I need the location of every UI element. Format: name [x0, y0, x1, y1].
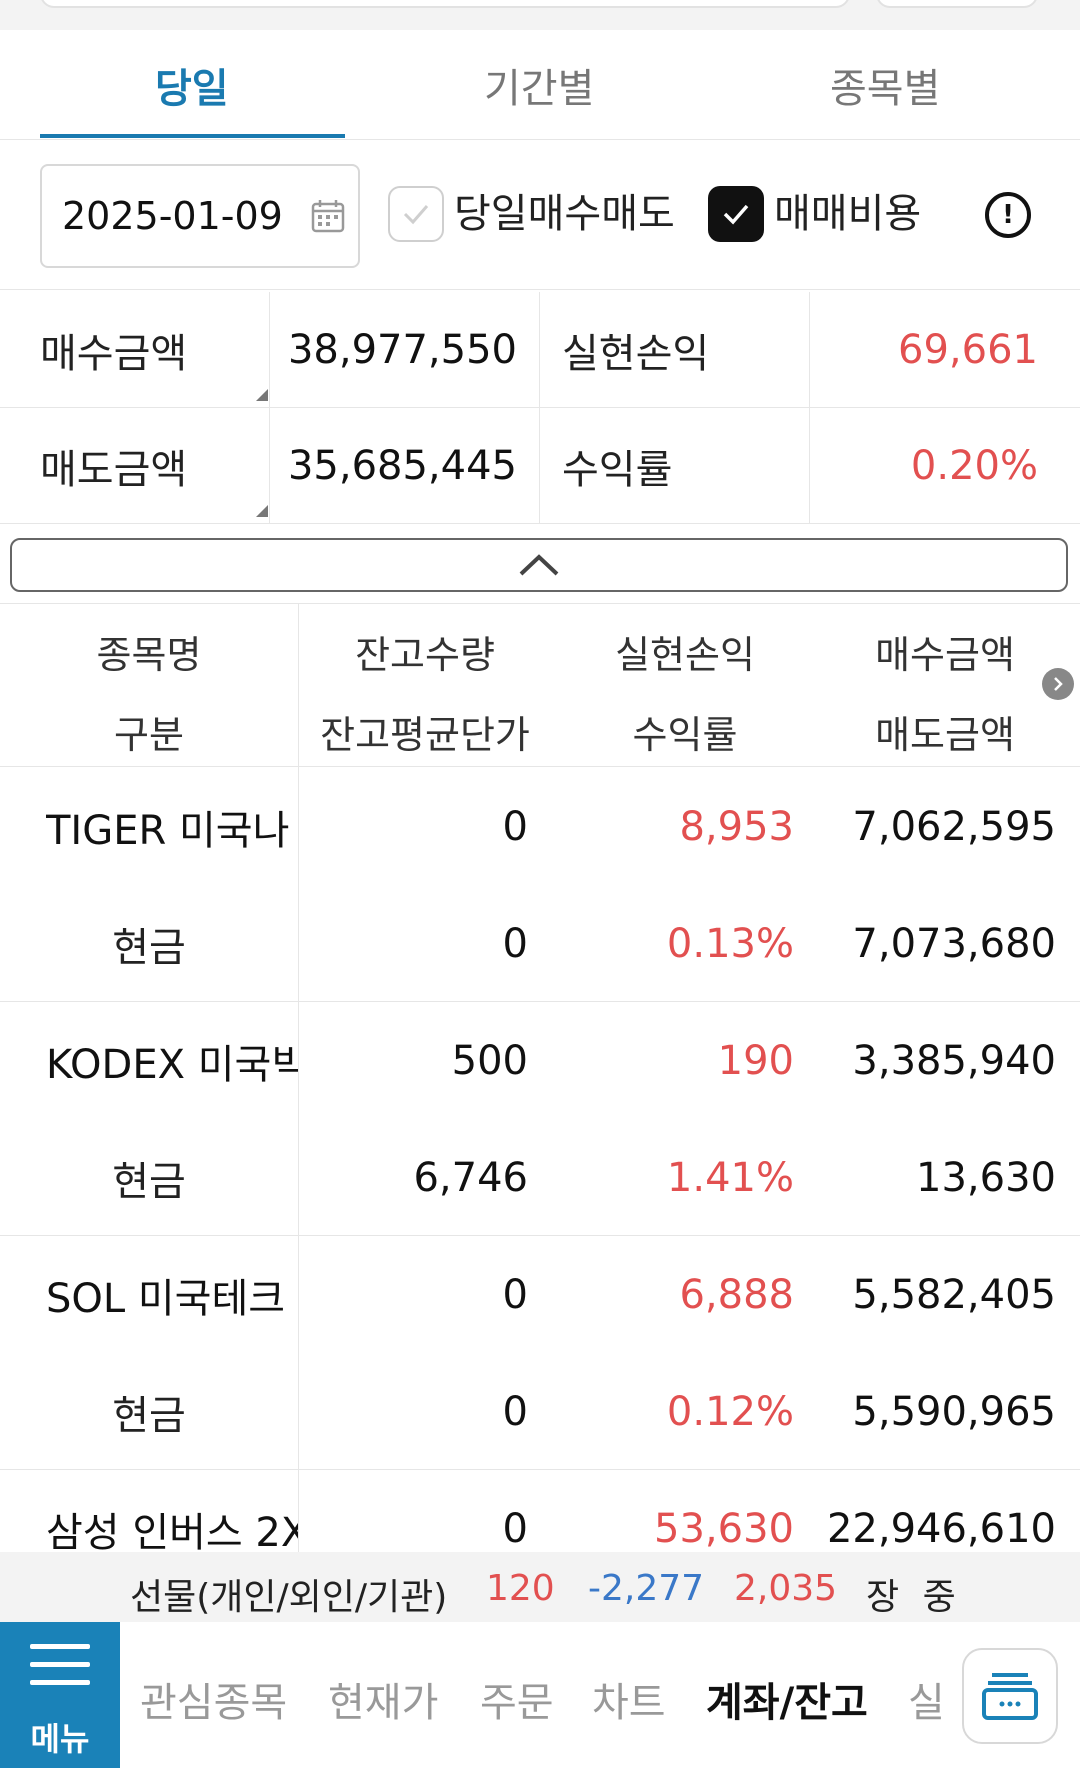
account-type: 현금	[112, 1392, 186, 1439]
buy-amount: 22,946,610	[826, 1505, 1056, 1552]
header-sell-amount[interactable]: 매도금액	[875, 713, 1015, 757]
return-rate: 0.13%	[666, 920, 794, 967]
futures-ticker[interactable]: 선물(개인/외인/기관) 120 -2,277 2,035 장 중	[0, 1552, 1080, 1622]
column-divider	[298, 604, 299, 768]
search-field-partial[interactable]	[40, 0, 850, 8]
menu-button[interactable]: 메뉴	[0, 1622, 120, 1768]
account-type: 현금	[112, 1158, 186, 1205]
table-row[interactable]: SOL 미국테크 0 6,888 5,582,405 현금 0 0.12% 5,…	[0, 1236, 1080, 1470]
sell-amount: 13,630	[916, 1154, 1056, 1201]
buy-amount: 7,062,595	[852, 803, 1056, 850]
balance-qty: 0	[502, 1505, 528, 1552]
header-type[interactable]: 구분	[114, 713, 184, 757]
stock-name: 삼성 인버스 2X	[46, 1509, 298, 1553]
account-type: 현금	[112, 924, 186, 971]
nav-chart[interactable]: 차트	[592, 1680, 666, 1726]
futures-individual: 120	[486, 1568, 555, 1609]
market-status: 장 중	[866, 1577, 962, 1618]
calendar-icon	[311, 200, 345, 233]
nav-account-balance[interactable]: 계좌/잔고	[706, 1680, 868, 1726]
date-value: 2025-01-09	[62, 194, 283, 238]
balance-qty: 500	[451, 1037, 528, 1084]
hamburger-icon	[30, 1644, 90, 1649]
avg-price: 0	[502, 1388, 528, 1435]
check-icon	[723, 204, 749, 225]
realized-pl: 190	[717, 1037, 794, 1084]
search-button-partial[interactable]	[876, 0, 1038, 8]
today-trades-checkbox[interactable]	[388, 186, 444, 242]
today-trades-label[interactable]: 당일매수매도	[454, 191, 675, 237]
hamburger-icon-bar	[30, 1680, 90, 1685]
date-picker[interactable]: 2025-01-09	[40, 164, 360, 268]
table-row[interactable]: TIGER 미국나 0 8,953 7,062,595 현금 0 0.13% 7…	[0, 768, 1080, 1002]
sell-amount-label: 매도금액	[0, 408, 270, 524]
corner-triangle-icon	[256, 389, 268, 401]
nav-current-price[interactable]: 현재가	[328, 1680, 439, 1726]
stock-name: TIGER 미국나	[46, 807, 290, 854]
tab-by-stock[interactable]: 종목별	[830, 66, 941, 112]
header-buy-amount[interactable]: 매수금액	[875, 633, 1015, 677]
stock-name: SOL 미국테크	[46, 1275, 286, 1322]
summary-row: 매도금액 35,685,445 수익률 0.20%	[0, 408, 1080, 524]
header-return-rate[interactable]: 수익률	[632, 713, 738, 757]
balance-qty: 0	[502, 1271, 528, 1318]
collapse-toggle-button[interactable]	[10, 538, 1068, 592]
header-realized-pl[interactable]: 실현손익	[615, 633, 755, 677]
tab-bar: 당일 기간별 종목별	[0, 30, 1080, 140]
sell-amount: 7,073,680	[852, 920, 1056, 967]
table-row[interactable]: 삼성 인버스 2X 0 53,630 22,946,610	[0, 1470, 1080, 1553]
header-stock-name[interactable]: 종목명	[96, 633, 202, 677]
sell-amount: 5,590,965	[852, 1388, 1056, 1435]
chevron-right-icon[interactable]	[1042, 668, 1074, 700]
realized-pl: 6,888	[679, 1271, 794, 1318]
nav-order[interactable]: 주문	[480, 1680, 554, 1726]
realized-pl: 8,953	[679, 803, 794, 850]
buy-amount: 3,385,940	[852, 1037, 1056, 1084]
summary-table: 매수금액 38,977,550 실현손익 69,661 매도금액 35,685,…	[0, 292, 1080, 524]
table-header: 종목명 구분 잔고수량 잔고평균단가 실현손익 수익률 매수금액 매도금액	[0, 603, 1080, 768]
column-divider	[298, 768, 299, 1552]
return-rate: 0.12%	[666, 1388, 794, 1435]
fees-checkbox[interactable]	[708, 186, 764, 242]
futures-label: 선물(개인/외인/기관)	[130, 1577, 448, 1618]
summary-row: 매수금액 38,977,550 실현손익 69,661	[0, 292, 1080, 408]
hamburger-icon-bar	[30, 1662, 90, 1667]
nav-next-partial[interactable]: 실	[908, 1680, 942, 1726]
bottom-nav: 메뉴 관심종목 현재가 주문 차트 계좌/잔고 실	[0, 1622, 1080, 1768]
wallet-icon	[982, 1673, 1038, 1720]
tab-today[interactable]: 당일	[0, 30, 386, 140]
balance-qty: 0	[502, 803, 528, 850]
sell-amount-value: 35,685,445	[270, 408, 540, 524]
corner-triangle-icon	[256, 505, 268, 517]
menu-label: 메뉴	[30, 1720, 90, 1758]
futures-institution: 2,035	[734, 1568, 838, 1609]
realized-pl-label: 실현손익	[540, 292, 810, 408]
header-balance-qty[interactable]: 잔고수량	[355, 633, 495, 677]
return-rate-label: 수익률	[540, 408, 810, 524]
header-avg-price[interactable]: 잔고평균단가	[320, 713, 530, 757]
buy-amount: 5,582,405	[852, 1271, 1056, 1318]
futures-foreign: -2,277	[588, 1568, 705, 1609]
tab-period[interactable]: 기간별	[484, 66, 595, 112]
table-body: TIGER 미국나 0 8,953 7,062,595 현금 0 0.13% 7…	[0, 768, 1080, 1552]
avg-price: 0	[502, 920, 528, 967]
fees-label[interactable]: 매매비용	[774, 191, 922, 237]
return-rate-value: 0.20%	[910, 443, 1038, 489]
realized-pl: 53,630	[654, 1505, 794, 1552]
table-row[interactable]: KODEX 미국빅 500 190 3,385,940 현금 6,746 1.4…	[0, 1002, 1080, 1236]
filter-bar: 2025-01-09 당일매수매도 매매비용 !	[0, 140, 1080, 290]
stock-name: KODEX 미국빅	[46, 1041, 298, 1088]
buy-amount-value: 38,977,550	[270, 292, 540, 408]
check-icon	[403, 205, 429, 225]
return-rate: 1.41%	[666, 1154, 794, 1201]
chevron-up-icon	[519, 554, 559, 576]
nav-watchlist[interactable]: 관심종목	[140, 1680, 288, 1726]
buy-amount-label: 매수금액	[0, 292, 270, 408]
avg-price: 6,746	[413, 1154, 528, 1201]
realized-pl-value: 69,661	[898, 327, 1038, 373]
info-icon[interactable]: !	[985, 192, 1031, 238]
top-strip	[0, 0, 1080, 30]
wallet-button[interactable]	[962, 1648, 1058, 1744]
